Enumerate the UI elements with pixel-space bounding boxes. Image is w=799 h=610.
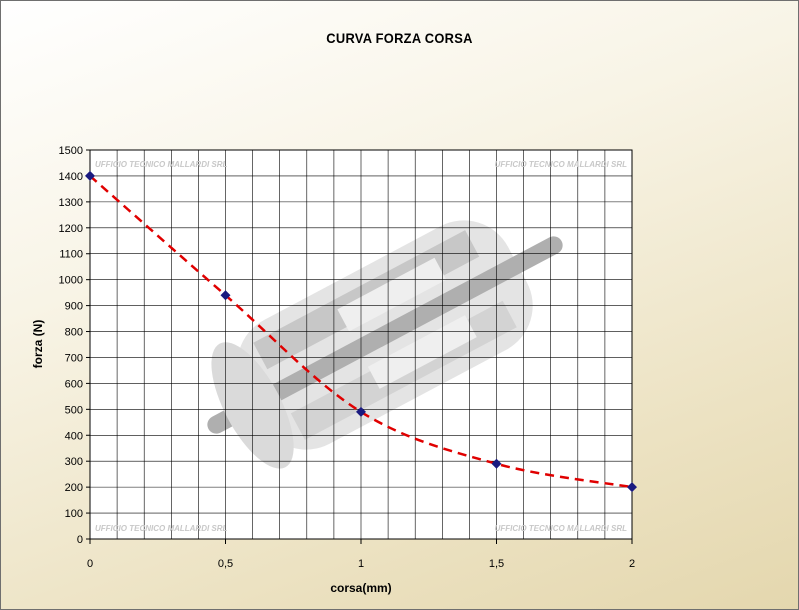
y-tick-label: 700 bbox=[65, 352, 83, 364]
data-point bbox=[220, 290, 231, 301]
y-tick-label: 1300 bbox=[59, 197, 83, 209]
x-tick-label: 0,5 bbox=[218, 558, 233, 570]
y-axis-label: forza (N) bbox=[31, 320, 45, 369]
x-tick-label: 0 bbox=[87, 558, 93, 570]
grid-lines bbox=[90, 149, 632, 540]
data-point bbox=[491, 458, 502, 469]
x-axis-label: corsa(mm) bbox=[330, 581, 391, 595]
data-points bbox=[85, 170, 637, 493]
y-tick-label: 600 bbox=[65, 378, 83, 390]
x-tick-label: 2 bbox=[629, 558, 635, 570]
solenoid-illustration bbox=[207, 220, 563, 469]
chart-title: CURVA FORZA CORSA bbox=[326, 30, 473, 46]
watermark-text: UFFICIO TECNICO MALLARDI SRL bbox=[95, 160, 228, 169]
data-point bbox=[85, 170, 95, 181]
y-tick-label: 100 bbox=[65, 508, 83, 520]
watermarks: UFFICIO TECNICO MALLARDI SRL UFFICIO TECN… bbox=[95, 160, 627, 533]
y-tick-label: 0 bbox=[77, 534, 83, 546]
y-tick-label: 1400 bbox=[59, 171, 83, 183]
watermark-text: UFFICIO TECNICO MALLARDI SRL bbox=[495, 524, 628, 533]
y-tick-label: 1000 bbox=[59, 275, 83, 287]
y-tick-label: 500 bbox=[65, 404, 83, 416]
y-tick-label: 300 bbox=[65, 456, 83, 468]
data-point bbox=[627, 482, 637, 493]
y-tick-label: 1500 bbox=[59, 145, 83, 157]
watermark-text: UFFICIO TECNICO MALLARDI SRL bbox=[95, 524, 228, 533]
x-tick-label: 1 bbox=[358, 558, 364, 570]
watermark-text: UFFICIO TECNICO MALLARDI SRL bbox=[495, 160, 628, 169]
axes: 0100200300400500600700800900100011001200… bbox=[59, 145, 636, 570]
data-point bbox=[356, 406, 366, 417]
y-tick-label: 400 bbox=[65, 430, 83, 442]
y-tick-label: 900 bbox=[65, 301, 83, 313]
y-tick-label: 1100 bbox=[59, 249, 83, 261]
y-tick-label: 800 bbox=[65, 327, 83, 339]
y-tick-label: 1200 bbox=[59, 223, 83, 235]
x-tick-label: 1,5 bbox=[489, 558, 504, 570]
trend-line bbox=[89, 174, 633, 489]
y-tick-label: 200 bbox=[65, 482, 83, 494]
